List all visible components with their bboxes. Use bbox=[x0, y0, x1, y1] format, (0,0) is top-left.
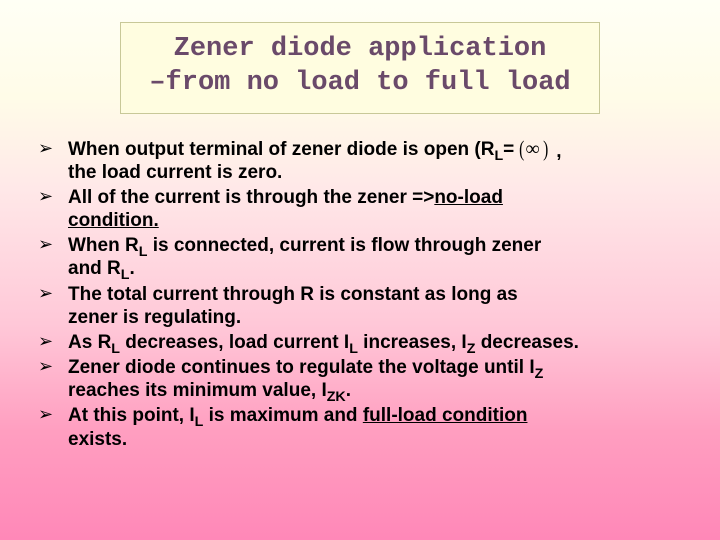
list-item: As RL decreases, load current IL increas… bbox=[36, 331, 684, 354]
list-item: When R L is connected, current is flow th… bbox=[36, 234, 684, 280]
underlined-text: full-load condition bbox=[363, 405, 528, 426]
subscript: L bbox=[349, 341, 358, 357]
subscript: Z bbox=[535, 366, 544, 382]
text: Zener diode continues to regulate the vo… bbox=[68, 357, 535, 378]
text: . bbox=[346, 380, 351, 401]
content-area: When output terminal of zener diode is o… bbox=[28, 138, 692, 451]
text: reaches its minimum value, I bbox=[68, 380, 327, 401]
subscript: L bbox=[111, 341, 120, 357]
paren-icon: ( bbox=[519, 136, 524, 163]
subscript: ZK bbox=[327, 389, 346, 405]
text: decreases, load current I bbox=[120, 332, 349, 353]
underlined-text: condition. bbox=[68, 210, 159, 231]
text: , bbox=[556, 140, 561, 163]
text: When output terminal of zener diode is o… bbox=[68, 139, 494, 160]
text: The total current through R is constant … bbox=[68, 284, 518, 305]
text: At this point, I bbox=[68, 405, 195, 426]
title-box: Zener diode application –from no load to… bbox=[120, 22, 600, 114]
text: As R bbox=[68, 332, 111, 353]
text: All of the current is through the zener … bbox=[68, 187, 434, 208]
text: exists. bbox=[68, 429, 127, 450]
list-item: When output terminal of zener diode is o… bbox=[36, 138, 684, 184]
subscript: L bbox=[121, 267, 130, 283]
slide-container: Zener diode application –from no load to… bbox=[0, 0, 720, 540]
title-line-2: –from no load to full load bbox=[149, 68, 570, 98]
infinity-icon: ∞ bbox=[526, 137, 540, 161]
list-item: The total current through R is constant … bbox=[36, 283, 684, 329]
paren-icon: ) bbox=[543, 136, 548, 163]
title-text: Zener diode application –from no load to… bbox=[139, 33, 581, 101]
text: the load current is zero. bbox=[68, 162, 282, 183]
text: = bbox=[503, 139, 519, 160]
text: When R bbox=[68, 235, 139, 256]
text: . bbox=[130, 258, 135, 279]
text: and R bbox=[68, 258, 121, 279]
text: decreases. bbox=[475, 332, 579, 353]
title-line-1: Zener diode application bbox=[174, 34, 547, 64]
bullet-list: When output terminal of zener diode is o… bbox=[36, 138, 684, 451]
text: is maximum and bbox=[203, 405, 362, 426]
text: zener is regulating. bbox=[68, 307, 241, 328]
list-item: At this point, IL is maximum and full-lo… bbox=[36, 404, 684, 450]
list-item: All of the current is through the zener … bbox=[36, 186, 684, 232]
text: is connected, current is flow through ze… bbox=[147, 235, 541, 256]
list-item: Zener diode continues to regulate the vo… bbox=[36, 356, 684, 402]
infinity-symbol: (∞), bbox=[520, 140, 544, 158]
text: increases, I bbox=[358, 332, 467, 353]
subscript: L bbox=[494, 147, 503, 163]
underlined-text: no-load bbox=[434, 187, 503, 208]
